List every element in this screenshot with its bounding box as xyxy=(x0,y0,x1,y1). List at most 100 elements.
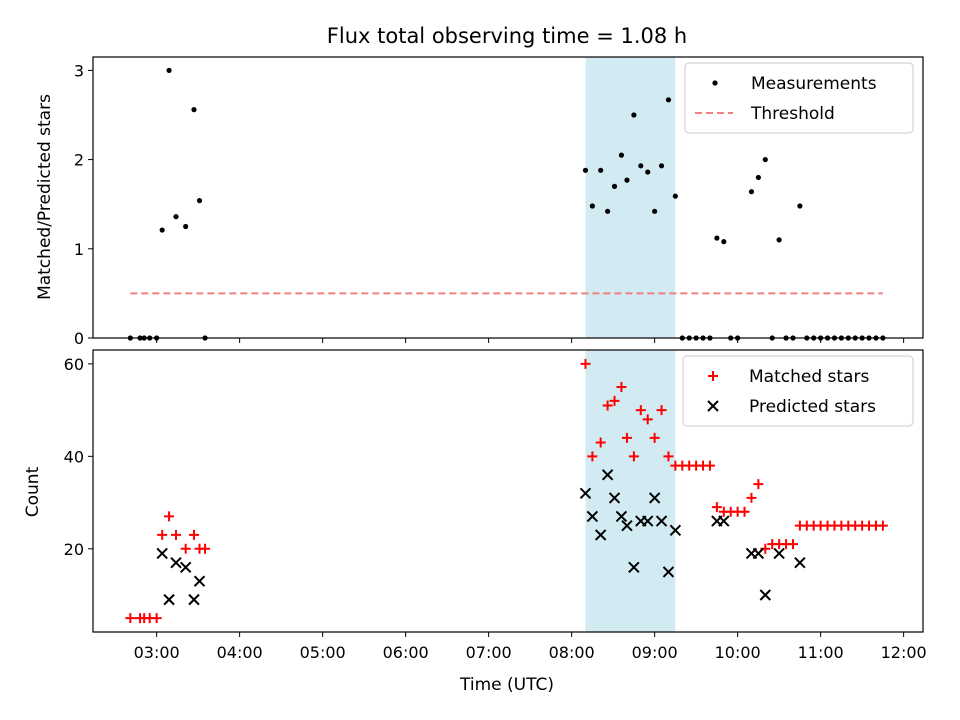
measurement-point xyxy=(582,167,589,173)
legend-label: Matched stars xyxy=(749,367,869,387)
x-tick-label: 05:00 xyxy=(300,643,346,662)
matched-point xyxy=(188,529,199,540)
plot-frame xyxy=(92,56,924,339)
matched-point xyxy=(642,414,653,425)
measurement-point xyxy=(173,214,179,220)
measurement-point xyxy=(762,156,768,163)
matched-point xyxy=(635,405,646,416)
predicted-point xyxy=(608,492,621,504)
x-tick-label: 10:00 xyxy=(715,643,761,662)
predicted-point xyxy=(794,556,806,569)
matched-point xyxy=(616,381,627,392)
shaded-interval xyxy=(585,57,676,338)
series-matched-stars xyxy=(125,358,888,624)
predicted-point xyxy=(669,524,682,537)
matched-point xyxy=(711,502,722,513)
series-predicted-stars xyxy=(156,469,806,606)
matched-point xyxy=(621,432,632,443)
y-tick-label: 60 xyxy=(64,355,84,374)
matched-point xyxy=(200,543,211,554)
matched-point xyxy=(877,520,888,531)
predicted-point xyxy=(621,519,633,532)
measurement-point xyxy=(658,163,665,169)
x-tick-label: 12:00 xyxy=(881,643,927,662)
x-axis-label: Time (UTC) xyxy=(459,675,554,695)
matched-point xyxy=(595,437,606,448)
predicted-point xyxy=(615,510,628,523)
legend-label: Threshold xyxy=(750,104,835,124)
predicted-point xyxy=(193,575,206,587)
predicted-point xyxy=(759,589,772,601)
measurement-point xyxy=(721,239,727,245)
legend-measurement-swatch xyxy=(712,80,718,86)
legend-predicted-swatch xyxy=(707,400,719,412)
predicted-point xyxy=(156,547,168,560)
legend-matched-swatch xyxy=(708,371,718,381)
matched-point xyxy=(704,460,715,471)
matched-point xyxy=(164,511,175,522)
matched-point xyxy=(602,400,613,411)
x-tick-label: 06:00 xyxy=(383,643,429,662)
measurement-point xyxy=(618,152,625,158)
predicted-point xyxy=(773,547,785,560)
y-tick-label: 0 xyxy=(74,329,84,348)
top-panel: 0 1 2 3 Measurements Threshold xyxy=(74,56,924,348)
predicted-point xyxy=(179,561,192,573)
top-y-axis-label: Matched/Predicted stars xyxy=(35,94,55,300)
measurement-point xyxy=(166,67,172,73)
y-tick-label: 3 xyxy=(74,61,84,80)
measurement-point xyxy=(605,208,611,214)
predicted-point xyxy=(170,556,182,569)
bottom-panel: 03:00 04:00 05:00 06:00 07:00 08:00 09:00 10:00… xyxy=(64,349,927,662)
matched-point xyxy=(656,405,667,416)
matched-point xyxy=(609,395,620,406)
matched-point xyxy=(587,451,598,462)
legend-box xyxy=(684,62,914,134)
y-tick-label: 1 xyxy=(74,240,84,259)
bottom-y-axis-label: Count xyxy=(23,466,43,517)
matched-point xyxy=(663,451,674,462)
shaded-interval xyxy=(585,350,676,632)
predicted-point xyxy=(628,561,640,573)
legend-box xyxy=(682,355,914,427)
legend-label: Measurements xyxy=(751,74,877,94)
predicted-point xyxy=(594,529,607,541)
predicted-point xyxy=(579,487,592,500)
measurement-point xyxy=(598,167,604,173)
y-tick-label: 20 xyxy=(64,540,84,559)
predicted-point xyxy=(163,593,175,606)
predicted-point xyxy=(648,492,661,504)
matched-point xyxy=(125,613,136,624)
chart-title: Flux total observing time = 1.08 h xyxy=(327,24,687,48)
predicted-point xyxy=(586,510,599,523)
x-tick-label: 09:00 xyxy=(632,643,678,662)
matched-point xyxy=(746,492,757,503)
measurement-point xyxy=(748,189,755,195)
predicted-point xyxy=(718,515,730,527)
measurement-point xyxy=(589,203,595,209)
y-tick-label: 2 xyxy=(74,151,84,170)
measurement-point xyxy=(652,208,658,214)
legend: Matched stars Predicted stars xyxy=(682,355,914,427)
matched-point xyxy=(580,358,591,369)
matched-point xyxy=(180,543,191,554)
matched-point xyxy=(753,479,764,490)
predicted-point xyxy=(752,547,765,560)
matched-point xyxy=(157,529,168,540)
predicted-point xyxy=(662,566,675,578)
predicted-point xyxy=(601,469,614,481)
measurement-point xyxy=(196,198,203,204)
measurement-point xyxy=(714,235,720,241)
measurement-point xyxy=(631,112,637,118)
x-tick-label: 11:00 xyxy=(798,643,844,662)
measurement-point xyxy=(191,107,197,113)
x-tick-label: 03:00 xyxy=(134,643,180,662)
matched-point xyxy=(739,506,750,517)
predicted-point xyxy=(655,515,668,527)
series-measurements xyxy=(127,67,886,341)
measurement-point xyxy=(611,183,618,189)
measurement-point xyxy=(183,223,189,230)
measurement-point xyxy=(624,177,630,183)
matched-point xyxy=(628,451,639,462)
